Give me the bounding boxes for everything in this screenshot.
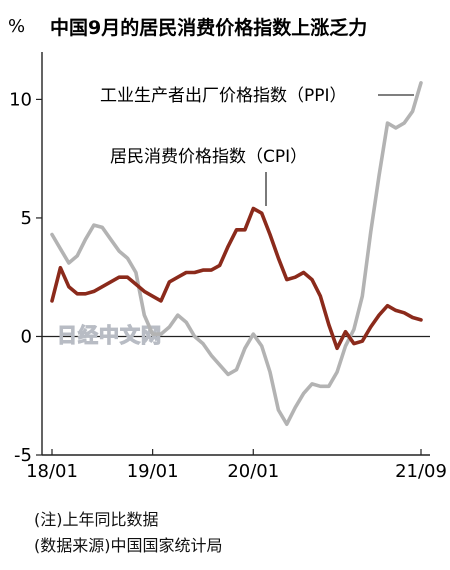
series-lines xyxy=(50,81,423,427)
axes xyxy=(41,52,430,456)
y-unit-label: % xyxy=(8,16,25,37)
x-tick-label: 18/01 xyxy=(26,461,78,482)
y-tick-label: -5 xyxy=(14,445,32,466)
x-tick-label: 19/01 xyxy=(127,461,179,482)
cpi-line xyxy=(50,206,423,351)
note-source: (数据来源)中国国家统计局 xyxy=(34,536,223,555)
x-tick-label: 20/01 xyxy=(227,461,279,482)
y-tick-label: 10 xyxy=(9,89,32,110)
ppi-line xyxy=(50,81,423,427)
watermark-text: 日经中文网 xyxy=(57,323,162,347)
cpi-series-label: 居民消费价格指数（CPI） xyxy=(110,147,307,167)
note-yoy: (注)上年同比数据 xyxy=(34,510,159,529)
ppi-series-label: 工业生产者出厂价格指数（PPI） xyxy=(100,86,347,106)
series-labels: 工业生产者出厂价格指数（PPI） 居民消费价格指数（CPI） xyxy=(100,86,414,206)
ticks: 10 5 0 -518/01 19/01 20/01 21/09 xyxy=(9,89,447,482)
y-tick-label: 5 xyxy=(21,208,32,229)
chart-title: 中国9月的居民消费价格指数上涨乏力 xyxy=(50,16,367,39)
y-tick-label: 0 xyxy=(21,326,32,347)
x-tick-label: 21/09 xyxy=(395,461,447,482)
